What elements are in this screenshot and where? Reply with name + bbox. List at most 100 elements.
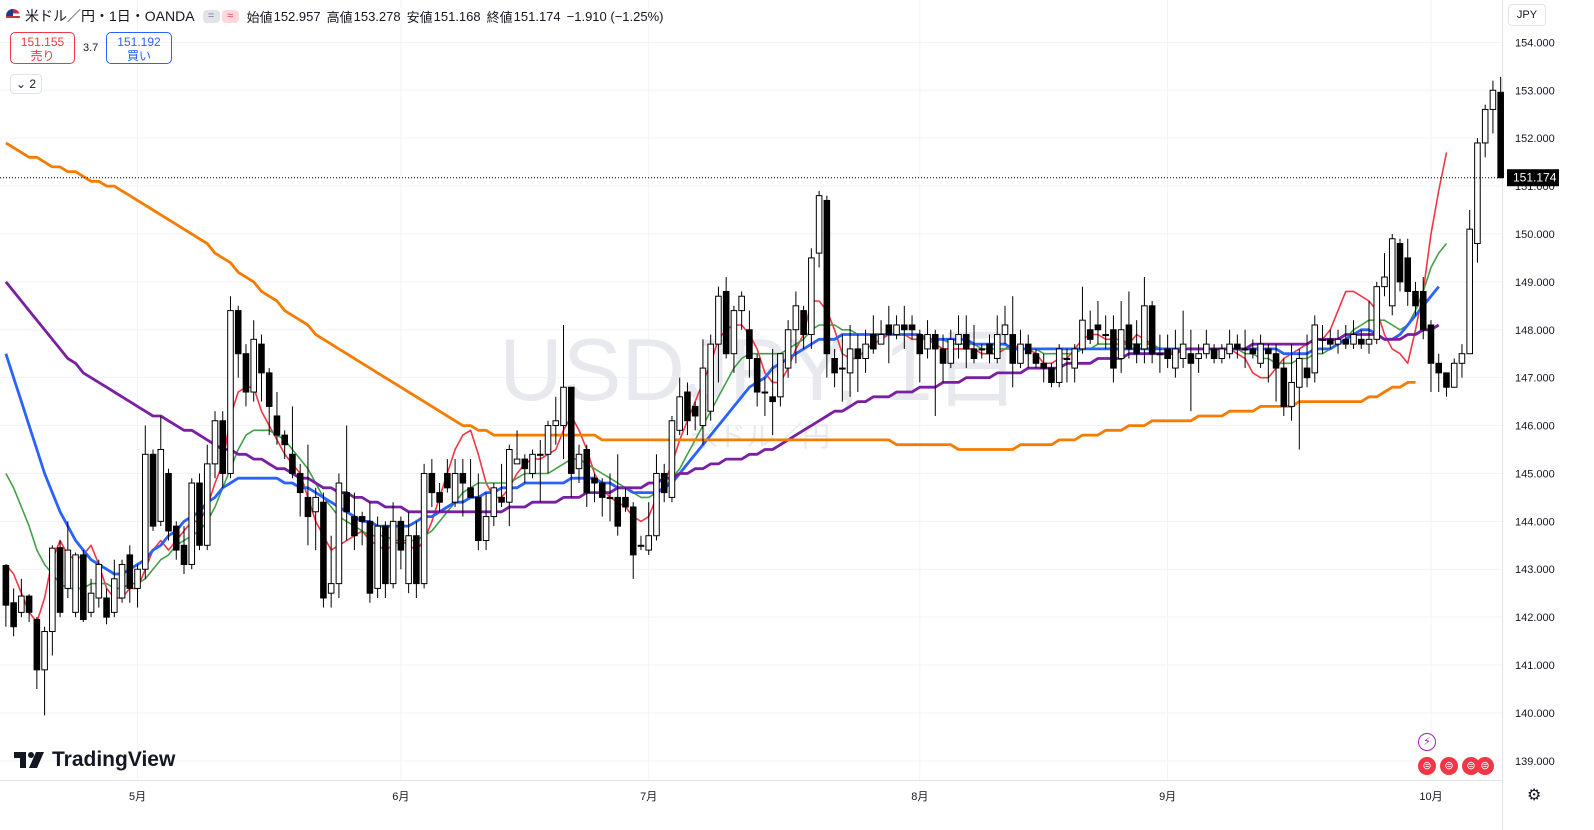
us-event-flag-icon[interactable]: ⊜ — [1476, 757, 1494, 775]
buy-label: 買い — [126, 49, 151, 63]
time-axis[interactable]: 5月 6月 7月 8月 9月 10月 — [129, 791, 1443, 803]
us-event-flag-icon[interactable]: ⊜ — [1462, 757, 1480, 775]
candle-body — [196, 482, 203, 546]
candle-body — [870, 334, 877, 350]
candle-body — [1435, 362, 1443, 374]
candle-body — [637, 544, 645, 547]
candle-body — [289, 453, 296, 474]
candle-body — [777, 353, 784, 398]
candle-body — [893, 324, 900, 336]
candle-body — [839, 367, 846, 370]
candle-body — [761, 391, 769, 394]
candle-body — [482, 516, 490, 542]
candle-body — [815, 195, 823, 254]
candle-body — [382, 525, 389, 585]
candle-body — [1497, 91, 1504, 179]
candle-body — [126, 554, 134, 589]
candle-body — [1048, 367, 1055, 383]
price-tick-label: 153.000 — [1515, 85, 1555, 97]
candle-body — [165, 472, 172, 532]
candle-body — [877, 334, 885, 345]
candle-body — [134, 568, 141, 589]
candle-body — [1102, 334, 1109, 337]
candle-body — [234, 310, 242, 355]
time-tick-label: 10月 — [1419, 791, 1442, 803]
sell-label: 売り — [30, 49, 55, 63]
candle-body — [924, 334, 931, 350]
candle-body — [1427, 324, 1435, 364]
candle-body — [1319, 338, 1326, 341]
price-tick-label: 149.000 — [1515, 277, 1555, 289]
last-price: 151.174 — [0, 169, 1559, 187]
tradingview-logo-icon — [14, 752, 44, 768]
candle-body — [962, 334, 970, 350]
candle-body — [1187, 353, 1195, 364]
candle-body — [1334, 338, 1342, 345]
tradingview-logo[interactable]: TradingView — [14, 748, 175, 772]
low-value: 151.168 — [433, 8, 481, 24]
candle-body — [366, 520, 374, 594]
minus-icon[interactable]: = — [202, 9, 220, 23]
candle-body — [405, 535, 412, 585]
lightning-icon[interactable]: ⚡ — [1418, 733, 1436, 751]
price-tick-label: 152.000 — [1515, 133, 1555, 145]
candle-body — [1311, 324, 1319, 374]
candle-body — [1489, 89, 1497, 110]
candle-body — [64, 549, 72, 589]
candle-body — [513, 458, 521, 465]
candle-body — [141, 453, 149, 570]
settings-gear-icon[interactable]: ⚙ — [1527, 787, 1542, 804]
sell-button[interactable]: 151.155 売り — [10, 32, 75, 64]
candle-body — [1365, 338, 1373, 345]
candle-body — [436, 492, 443, 503]
candle-body — [1001, 324, 1009, 336]
candle-body — [304, 496, 312, 518]
candle-body — [1133, 343, 1140, 355]
candle-body — [444, 472, 451, 489]
candle-body — [1210, 348, 1218, 359]
candle-body — [684, 391, 691, 422]
candle-body — [211, 420, 219, 465]
logo-text: TradingView — [52, 748, 176, 771]
candle-body — [885, 324, 893, 336]
indicators-toggle-button[interactable]: ⌄ 2 — [10, 74, 42, 94]
candle-body — [118, 563, 126, 599]
symbol-title[interactable]: 米ドル／円・1日・OANDA — [25, 8, 195, 24]
candle-body — [862, 343, 869, 359]
buy-button[interactable]: 151.192 買い — [106, 32, 172, 64]
candle-body — [1249, 348, 1257, 355]
wave-icon[interactable]: ≈ — [221, 9, 239, 23]
candle-body — [56, 547, 64, 613]
candle-body — [645, 535, 653, 551]
candle-body — [1141, 305, 1148, 350]
candle-body — [250, 338, 258, 393]
indicators-count: 2 — [29, 77, 37, 91]
candle-body — [808, 257, 815, 336]
us-event-flag-icon[interactable]: ⊜ — [1418, 757, 1436, 775]
candle-body — [715, 295, 722, 345]
candle-body — [978, 348, 986, 351]
candle-body — [1110, 329, 1117, 369]
candle-body — [80, 554, 87, 621]
candle-body — [1257, 343, 1264, 364]
price-tick-label: 143.000 — [1515, 564, 1555, 576]
candle-body — [629, 506, 637, 556]
moving-average-line — [4, 281, 1440, 514]
candle-body — [1148, 305, 1156, 355]
candle-body — [854, 348, 862, 359]
candle-body — [653, 472, 660, 537]
candle-body — [451, 472, 459, 503]
price-tick-label: 139.000 — [1515, 756, 1555, 768]
time-tick-label: 8月 — [911, 791, 928, 803]
candle-body — [1288, 381, 1295, 407]
candle-body — [738, 295, 745, 312]
candle-body — [227, 310, 234, 474]
candle-body — [180, 544, 188, 565]
price-axis[interactable]: 139.000 140.000 141.000 142.000 143.000 144.0… — [1515, 37, 1555, 767]
us-event-flag-icon[interactable]: ⊜ — [1440, 757, 1458, 775]
candle-body — [529, 453, 536, 474]
currency-button[interactable]: JPY — [1508, 4, 1546, 26]
low-label: 安値 — [406, 9, 433, 25]
candle-body — [506, 449, 513, 503]
